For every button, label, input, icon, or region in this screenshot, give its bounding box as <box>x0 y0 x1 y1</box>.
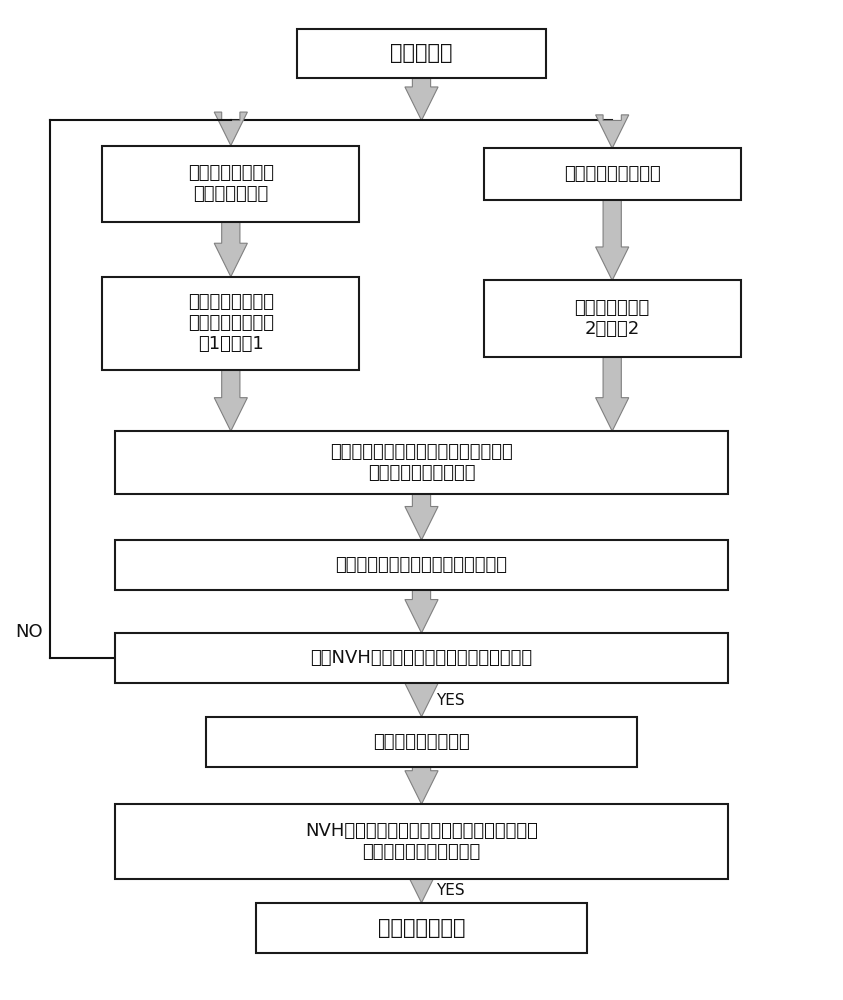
Text: 完成阻尼板初步设计: 完成阻尼板初步设计 <box>373 733 470 751</box>
Text: 确定阻尼板材料
2、厚度2: 确定阻尼板材料 2、厚度2 <box>575 299 650 338</box>
FancyBboxPatch shape <box>484 280 741 357</box>
Text: 进行钣金和阻尼板整体形貌优化设计: 进行钣金和阻尼板整体形貌优化设计 <box>336 556 507 574</box>
FancyBboxPatch shape <box>115 633 728 683</box>
Text: 有限元建模: 有限元建模 <box>390 43 453 63</box>
FancyBboxPatch shape <box>206 717 637 767</box>
Polygon shape <box>405 683 438 717</box>
Text: NVH样车性能试验校核是否满足目标，仿真试
验对标，矫正有限元模型: NVH样车性能试验校核是否满足目标，仿真试 验对标，矫正有限元模型 <box>305 822 538 861</box>
Polygon shape <box>405 869 438 903</box>
Polygon shape <box>405 494 438 540</box>
Polygon shape <box>214 370 247 431</box>
Polygon shape <box>596 200 629 280</box>
Polygon shape <box>405 767 438 804</box>
Polygon shape <box>596 115 629 148</box>
Polygon shape <box>214 222 247 277</box>
FancyBboxPatch shape <box>297 29 546 78</box>
FancyBboxPatch shape <box>115 804 728 879</box>
Polygon shape <box>214 112 247 146</box>
FancyBboxPatch shape <box>484 148 741 200</box>
FancyBboxPatch shape <box>102 146 359 222</box>
Text: 确定阻尼板布置范
围，确定阻尼板材
料1、厚度1: 确定阻尼板布置范 围，确定阻尼板材 料1、厚度1 <box>188 293 274 353</box>
Polygon shape <box>596 357 629 431</box>
Text: 整车NVH性能仿真校核，是否满足设计要求: 整车NVH性能仿真校核，是否满足设计要求 <box>310 649 533 667</box>
Text: NO: NO <box>15 623 43 641</box>
FancyBboxPatch shape <box>115 540 728 590</box>
Polygon shape <box>405 590 438 633</box>
FancyBboxPatch shape <box>115 431 728 494</box>
Text: 阻尼板设计完成: 阻尼板设计完成 <box>378 918 465 938</box>
Text: 计算输出钣金模态
应变能叠加云图: 计算输出钣金模态 应变能叠加云图 <box>188 164 274 203</box>
FancyBboxPatch shape <box>255 903 588 953</box>
Text: 计算钣金声功率损失: 计算钣金声功率损失 <box>564 165 661 183</box>
Polygon shape <box>405 78 438 120</box>
Text: YES: YES <box>436 883 464 898</box>
Text: 基于成本、性能和工艺的轻量化选择，
确定阻尼板材料和厚度: 基于成本、性能和工艺的轻量化选择， 确定阻尼板材料和厚度 <box>330 443 513 482</box>
Text: YES: YES <box>436 693 464 708</box>
FancyBboxPatch shape <box>102 277 359 370</box>
